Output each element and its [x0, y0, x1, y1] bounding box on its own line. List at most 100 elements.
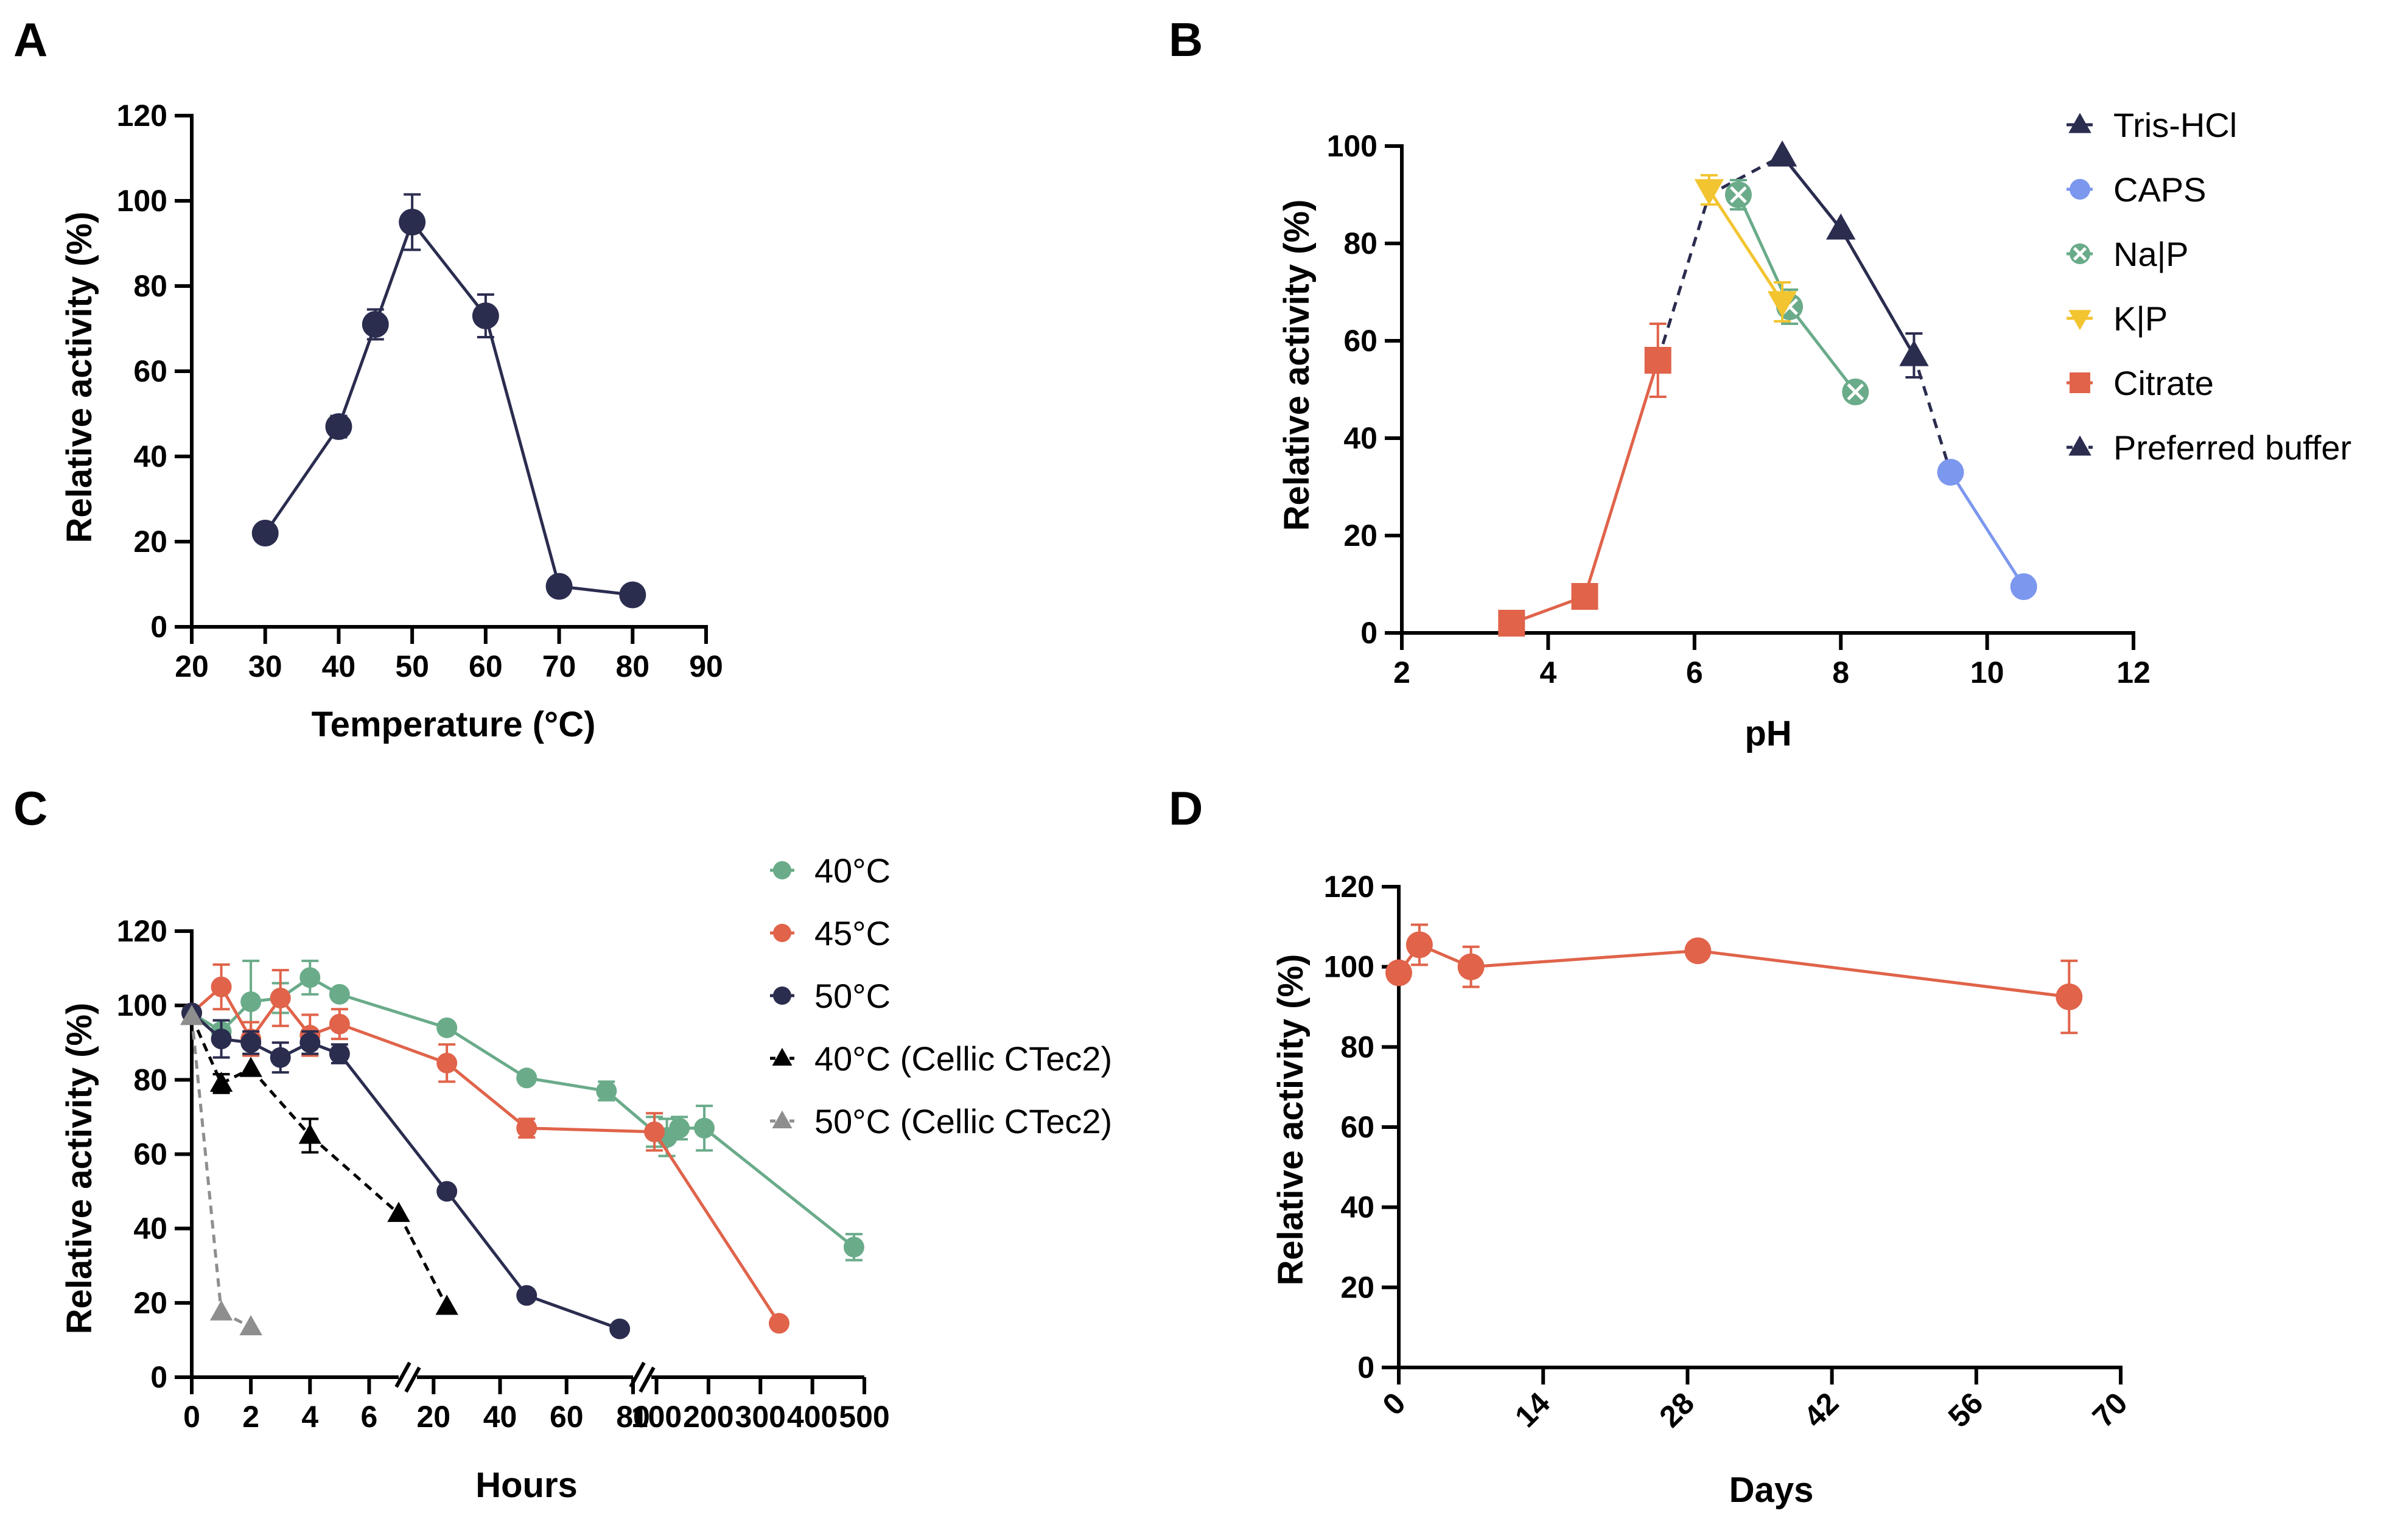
- panel-b-citrate-point-0: [1498, 610, 1525, 637]
- panel-c-ytick-label-20: 20: [133, 1286, 167, 1320]
- panel-c-xtick-label-60: 60: [550, 1400, 584, 1434]
- panel-b-legend-item-preferred-buffer: Preferred buffer: [2067, 428, 2351, 467]
- panel-c-legend-item-0: 40°C: [770, 851, 891, 890]
- panel-a-ytick-label-80: 80: [133, 269, 167, 303]
- panel-d-ytick-label-100: 100: [1324, 950, 1374, 984]
- panel-a-series-temperature-profile: [251, 193, 646, 609]
- panel-a-temperature-profile-point-1: [325, 413, 352, 440]
- panel-c-legend-label-1: 45°C: [814, 914, 891, 952]
- panel-c-40-c-cellic-ctec2-point-3: [298, 1123, 321, 1144]
- panel-c-40-c-point-12: [694, 1117, 715, 1139]
- panel-d-storage-stability-line: [1397, 943, 2070, 999]
- panel-d-xlabel: Days: [1729, 1470, 1814, 1510]
- panel-a-xtick-label-90: 90: [689, 649, 723, 683]
- panel-c-40-c-cellic-ctec2-point-4: [387, 1201, 410, 1222]
- panel-b-na-p-point-2-cross: [1847, 383, 1864, 400]
- panel-b-legend-marker-tris-hcl: [2068, 113, 2091, 133]
- panel-d-storage-stability-point-1: [1405, 931, 1433, 959]
- panel-a-temperature-profile-point-2: [362, 311, 389, 338]
- panel-c-legend-marker-0: [773, 861, 791, 879]
- panel-c-legend-label-4: 50°C (Cellic CTec2): [814, 1102, 1112, 1140]
- panel-b-series-citrate: [1498, 323, 1671, 637]
- panel-c-45-c-stub-out-5: [339, 1022, 411, 1052]
- panel-d-storage-stability-point-0: [1385, 959, 1412, 986]
- panel-c-50-c-point-2: [240, 1032, 262, 1053]
- panel-a-temperature-profile-point-6: [619, 581, 646, 609]
- panel-c-xtick-label-400: 400: [787, 1400, 838, 1434]
- panel-b-legend-label-k-p: K|P: [2113, 299, 2168, 338]
- panel-c-40-c-cellic-ctec2-stub-in-4: [409, 1236, 449, 1308]
- panel-c-45-c-stub-out-7: [527, 1126, 646, 1133]
- panel-a-xlabel: Temperature (°C): [312, 705, 596, 744]
- panel-b-legend-marker-na-p-cross: [2073, 246, 2087, 261]
- panel-c-40-c-cellic-ctec2-point-2: [239, 1056, 262, 1077]
- panel-b-xtick-label-4: 4: [1539, 655, 1556, 690]
- panel-c-xtick-label-4: 4: [301, 1400, 318, 1434]
- panel-c-ytick-label-40: 40: [133, 1212, 167, 1246]
- panel-b-legend-label-tris-hcl: Tris-HCl: [2113, 106, 2237, 144]
- panel-c-50-c-cellic-ctec2-point-1: [209, 1300, 233, 1321]
- panel-c-axis-break-right-1: [629, 1361, 646, 1388]
- panel-c-50-c-stub-out-5: [338, 1053, 412, 1147]
- panel-b-xtick-label-2: 2: [1393, 655, 1410, 690]
- panel-a-ytick-label-60: 60: [133, 354, 167, 388]
- panel-c-legend: 40°C 45°C 50°C 40°C (Cellic CTec2) 50°C (Cel…: [770, 851, 1112, 1140]
- panel-b-na-p-point-2: [1842, 379, 1869, 405]
- panel-c-xtick-label-300: 300: [735, 1400, 786, 1434]
- panel-c-40-c-point-7: [516, 1067, 537, 1089]
- panel-d-ylabel: Relative activity (%): [1271, 954, 1311, 1286]
- panel-c-40-c-segment-12: [703, 1126, 855, 1249]
- panel-a-series: [251, 193, 646, 609]
- panel-c-legend-marker-1: [773, 924, 791, 942]
- panel-c-ytick-label-60: 60: [133, 1137, 167, 1172]
- panel-c-legend-item-3: 40°C (Cellic CTec2): [770, 1039, 1112, 1078]
- panel-b-legend-label-caps: CAPS: [2113, 170, 2207, 209]
- panel-b-xlabel: pH: [1745, 714, 1791, 753]
- panel-c-40-c-point-11: [669, 1117, 690, 1139]
- panel-c-series-50-c-cellic-ctec2: [180, 1004, 262, 1336]
- panel-c-legend-label-2: 50°C: [814, 977, 891, 1015]
- panel-c-40-c-cellic-ctec2-point-1: [209, 1071, 233, 1092]
- panel-b-legend-marker-k-p: [2068, 310, 2091, 330]
- panel-d-xtick-label-56: 56: [1942, 1386, 1990, 1434]
- panel-c-50-c-point-5: [329, 1043, 350, 1064]
- panel-c-40-c-segment-6: [446, 1026, 528, 1080]
- panel-b-series-tris-hcl: [1767, 140, 1929, 379]
- panel-b-k-p-point-0: [1694, 179, 1724, 206]
- panel-c-ytick-label-0: 0: [150, 1360, 167, 1394]
- panel-b-legend-label-na-p: Na|P: [2113, 235, 2188, 273]
- panel-c-40-c-cellic-ctec2-point-5: [435, 1294, 458, 1315]
- panel-a-temperature-profile-line: [264, 218, 633, 596]
- panel-b-na-p-point-0: [1724, 181, 1752, 208]
- panel-d: D 0 20 40 60 80 100 120 0 14 28 42 56 70 Days Relati…: [1169, 781, 2134, 1510]
- panel-b: B 0 20 40 60 80 100 2 4 6 8 10 12 Tris-HCl CAPS Na|P K…: [1169, 13, 2351, 753]
- panel-d-series: [1385, 923, 2083, 1035]
- panel-c-legend-item-2: 50°C: [770, 977, 891, 1015]
- panel-c-40-c-stub-out-5: [339, 993, 411, 1018]
- panel-a-xtick-label-20: 20: [175, 649, 209, 683]
- panel-b-preferred-buffer-line: [1656, 153, 1952, 473]
- panel-b-ytick-label-60: 60: [1343, 324, 1377, 358]
- panel-c-50-c-point-4: [299, 1032, 321, 1053]
- panel-a-xtick-label-40: 40: [322, 649, 356, 683]
- panel-c-45-c-point-1: [211, 976, 232, 997]
- panel-c-ylabel: Relative activity (%): [60, 1003, 99, 1335]
- panel-c-xtick-label-80: 80: [616, 1400, 650, 1434]
- panel-c-ytick-label-80: 80: [133, 1063, 167, 1097]
- panel-c-legend-marker-3: [772, 1047, 793, 1066]
- panel-a-letter: A: [13, 13, 47, 66]
- panel-b-legend-marker-citrate: [2070, 372, 2090, 393]
- panel-d-xtick-label-28: 28: [1653, 1386, 1701, 1434]
- panel-b-series-na-p: [1724, 179, 1869, 405]
- panel-b-legend-marker-na-p: [2070, 243, 2090, 264]
- panel-c-40-c-point-13: [843, 1237, 864, 1258]
- panel-c-ytick-label-100: 100: [117, 988, 167, 1022]
- panel-c-series-50-c: [181, 1002, 631, 1339]
- panel-c-45-c-segment-8: [653, 1131, 781, 1324]
- panel-b-ytick-label-80: 80: [1343, 226, 1377, 260]
- panel-c-45-c-point-5: [329, 1013, 350, 1035]
- panel-c-xtick-label-200: 200: [683, 1400, 733, 1434]
